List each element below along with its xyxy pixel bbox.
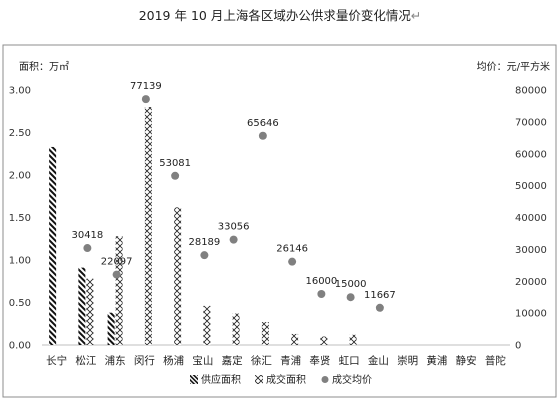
point-deal-price	[346, 293, 355, 302]
y-right-tick-label: 20000	[515, 277, 547, 288]
y-left-ticks: 0.00 0.50 1.00 1.50 2.00 2.50 3.00	[9, 86, 31, 352]
points-group	[83, 95, 384, 312]
y-left-tick-label: 0.50	[9, 298, 31, 309]
category-label: 青浦	[280, 354, 301, 367]
bar-supply-area	[107, 312, 115, 345]
y-left-tick-label: 3.00	[9, 86, 31, 97]
category-label: 嘉定	[222, 354, 243, 367]
legend-label-supply: 供应面积	[201, 373, 241, 386]
category-label: 崇明	[397, 355, 418, 367]
bar-deal-area	[86, 278, 94, 345]
y-right-tick-label: 10000	[515, 309, 547, 320]
legend-label-deal-price: 成交均价	[332, 373, 372, 386]
y-left-tick-label: 2.00	[9, 171, 31, 182]
legend: 供应面积 成交面积 成交均价	[190, 373, 372, 386]
y-right-label: 均价：元/平方米	[477, 60, 550, 73]
point-deal-price	[288, 257, 297, 266]
legend-swatch-deal-price	[321, 376, 329, 383]
data-label-deal-price: 26146	[276, 244, 308, 255]
point-deal-price	[229, 235, 238, 244]
category-label: 静安	[456, 354, 477, 367]
category-label: 浦东	[105, 354, 126, 367]
point-deal-price	[375, 303, 384, 312]
y-right-tick-label: 70000	[515, 117, 547, 128]
y-right-tick-label: 60000	[515, 149, 547, 160]
point-deal-price	[83, 244, 92, 253]
y-right-tick-label: 50000	[515, 181, 547, 192]
legend-swatch-deal-area	[255, 375, 263, 384]
chart-title: 2019 年 10 月上海各区域办公供求量价变化情况↵	[139, 8, 422, 23]
bar-deal-area	[291, 333, 299, 345]
bar-deal-area	[232, 313, 240, 345]
bar-deal-area	[203, 305, 211, 345]
category-label: 长宁	[46, 354, 67, 367]
data-label-deal-price: 22097	[101, 257, 133, 268]
category-label: 闵行	[134, 354, 155, 367]
point-deal-price	[171, 171, 180, 180]
legend-label-deal-area: 成交面积	[266, 373, 306, 386]
y-left-label: 面积：万㎡	[19, 61, 69, 73]
data-label-deal-price: 65646	[247, 118, 279, 129]
y-left-tick-label: 2.50	[9, 128, 31, 139]
data-label-deal-price: 28189	[188, 237, 220, 248]
bar-deal-area	[261, 322, 269, 345]
point-deal-price	[141, 95, 150, 104]
category-label: 杨浦	[163, 354, 184, 367]
y-right-ticks: 0 10000 20000 30000 40000 50000 60000 70000 8000…	[515, 86, 547, 352]
point-deal-price	[258, 131, 267, 140]
category-label: 金山	[368, 354, 389, 367]
y-left-tick-label: 1.00	[9, 256, 31, 267]
point-deal-price	[112, 270, 121, 279]
category-label: 普陀	[485, 354, 506, 367]
category-label: 宝山	[192, 354, 213, 367]
category-label: 虹口	[339, 355, 360, 367]
y-right-tick-label: 0	[515, 341, 521, 352]
data-label-deal-price: 11667	[364, 290, 396, 301]
data-label-deal-price: 15000	[335, 279, 367, 290]
y-right-tick-label: 80000	[515, 86, 547, 97]
data-labels-group: 30418 22097 77139 53081 28189 33056 65646 26146…	[71, 81, 395, 301]
data-label-deal-price: 30418	[71, 230, 103, 241]
y-right-tick-label: 40000	[515, 213, 547, 224]
data-label-deal-price: 33056	[218, 222, 250, 233]
y-right-tick-label: 30000	[515, 245, 547, 256]
point-deal-price	[317, 290, 326, 298]
plot-border	[2, 44, 557, 398]
bar-supply-area	[49, 146, 57, 345]
bar-deal-area	[144, 107, 152, 345]
data-label-deal-price: 53081	[159, 158, 191, 169]
category-label: 松江	[75, 354, 96, 367]
y-left-tick-label: 0.00	[9, 341, 31, 352]
data-label-deal-price: 16000	[305, 276, 337, 287]
y-left-tick-label: 1.50	[9, 213, 31, 224]
point-deal-price	[200, 251, 209, 260]
bar-deal-area	[349, 334, 357, 345]
category-label: 黄浦	[426, 354, 447, 367]
category-label: 奉贤	[309, 354, 330, 367]
legend-swatch-supply	[190, 375, 198, 384]
bar-deal-area	[115, 236, 123, 345]
bar-supply-area	[78, 267, 86, 345]
category-label: 徐汇	[251, 354, 272, 367]
category-labels: 长宁 松江 浦东 闵行 杨浦 宝山 嘉定 徐汇 青浦 奉贤 虹口 金山 崇明 黄浦 静安 普陀	[46, 354, 506, 367]
bar-deal-area	[320, 336, 328, 345]
bars-group	[49, 107, 357, 345]
bar-deal-area	[174, 207, 182, 345]
data-label-deal-price: 77139	[130, 81, 162, 92]
